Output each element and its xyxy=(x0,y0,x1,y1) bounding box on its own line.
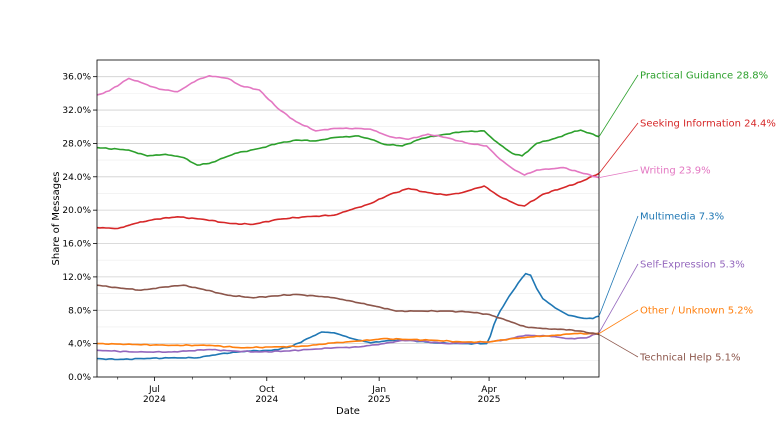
y-tick-label: 12.0% xyxy=(62,273,91,283)
series-line-other xyxy=(97,332,600,349)
y-tick-label: 24.0% xyxy=(62,173,91,183)
leader-line-selfexpr xyxy=(598,263,639,333)
series-label-seeking: Seeking Information 24.4% xyxy=(640,119,776,130)
leader-line-other xyxy=(598,309,639,334)
x-tick-label-year: 2025 xyxy=(478,395,501,405)
series-label-multimedia: Multimedia 7.3% xyxy=(640,212,724,223)
series-line-multimedia xyxy=(96,272,600,361)
gridlines xyxy=(97,59,599,378)
leader-line-practical xyxy=(598,74,639,137)
series-end-labels: Practical Guidance 28.8% Seeking Informat… xyxy=(598,71,776,364)
y-tick-label: 28.0% xyxy=(62,139,91,149)
y-tick-label: 4.0% xyxy=(68,340,91,350)
y-tick-label: 16.0% xyxy=(62,240,91,250)
series-label-other: Other / Unknown 5.2% xyxy=(640,306,753,317)
x-tick-label-month: Jan xyxy=(371,385,386,395)
leader-line-technical xyxy=(598,334,639,358)
series-line-technical xyxy=(96,284,600,336)
x-tick-label-year: 2025 xyxy=(368,395,391,405)
series-line-seeking xyxy=(96,172,600,230)
series-line-selfexpr xyxy=(96,332,600,354)
y-tick-label: 20.0% xyxy=(62,206,91,216)
y-tick-label: 36.0% xyxy=(62,73,91,83)
x-axis-title: Date xyxy=(336,406,360,417)
leader-line-seeking xyxy=(598,122,639,174)
series-label-selfexpr: Self-Expression 5.3% xyxy=(640,260,745,271)
y-axis: 0.0% 4.0% 8.0% 12.0% 16.0% 20.0% 24.0% 28.0% 32.… xyxy=(62,73,97,383)
series-label-practical: Practical Guidance 28.8% xyxy=(640,71,768,82)
y-axis-title: Share of Messages xyxy=(51,172,62,266)
leader-line-multimedia xyxy=(598,215,639,317)
x-tick-label-month: Jul xyxy=(148,385,160,395)
leader-line-writing xyxy=(598,169,639,179)
y-tick-label: 32.0% xyxy=(62,106,91,116)
series-line-writing xyxy=(96,75,600,179)
series-line-practical xyxy=(96,129,600,166)
plot-area-frame xyxy=(96,59,600,378)
series-lines xyxy=(96,75,600,361)
y-tick-label: 8.0% xyxy=(68,306,91,316)
y-tick-label: 0.0% xyxy=(68,373,91,383)
series-label-writing: Writing 23.9% xyxy=(640,166,711,177)
x-tick-label-year: 2024 xyxy=(143,395,166,405)
series-label-technical: Technical Help 5.1% xyxy=(639,353,740,364)
x-tick-label-month: Apr xyxy=(481,385,497,395)
x-tick-label-year: 2024 xyxy=(255,395,278,405)
x-tick-label-month: Oct xyxy=(259,385,275,395)
